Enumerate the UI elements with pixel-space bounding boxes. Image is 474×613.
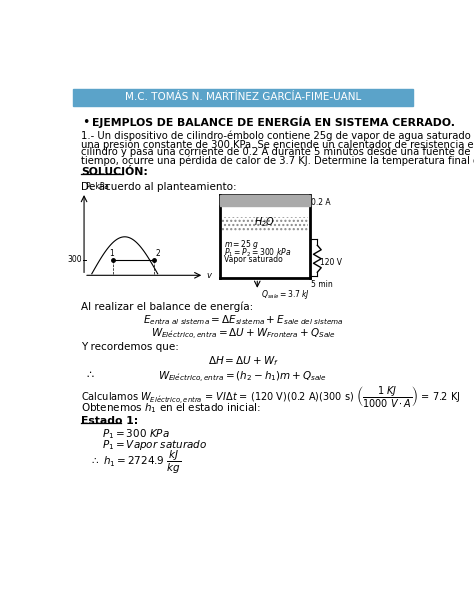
Text: De acuerdo al planteamiento:: De acuerdo al planteamiento:	[81, 182, 237, 192]
Text: $m = 25\ g$: $m = 25\ g$	[224, 238, 259, 251]
Bar	[73, 89, 413, 106]
Text: $P_1 = P_2 = 300\ kPa$: $P_1 = P_2 = 300\ kPa$	[224, 246, 291, 259]
Text: 0.2 A: 0.2 A	[311, 197, 331, 207]
Text: tiempo, ocurre una pérdida de calor de 3.7 KJ. Determine la temperatura final de: tiempo, ocurre una pérdida de calor de 3…	[81, 156, 474, 167]
Text: 5 min: 5 min	[311, 280, 333, 289]
Text: $Q_{sale} = 3.7\ kJ$: $Q_{sale} = 3.7\ kJ$	[261, 287, 310, 300]
Text: 300: 300	[67, 256, 82, 264]
Text: Y recordemos que:: Y recordemos que:	[81, 342, 179, 352]
Text: SOLUCIÓN:: SOLUCIÓN:	[81, 167, 148, 178]
Text: Calculamos $W_{El\acute{e}ctrico,entra}$ = $VI\Delta t$ = (120 V)(0.2 A)(300 s) : Calculamos $W_{El\acute{e}ctrico,entra}$…	[81, 386, 460, 411]
Text: 1.- Un dispositivo de cilindro-émbolo contiene 25g de vapor de agua saturado que: 1.- Un dispositivo de cilindro-émbolo co…	[81, 131, 474, 141]
Text: 2: 2	[155, 249, 160, 257]
Text: cilindro y pasa una corriente de 0.2 A durante 5 minutos desde una fuente de 120: cilindro y pasa una corriente de 0.2 A d…	[81, 148, 474, 158]
Text: $H_2O$: $H_2O$	[255, 215, 276, 229]
Text: $E_{entra\ al\ sistema} = \Delta E_{sistema} + E_{sale\ del\ sistema}$: $E_{entra\ al\ sistema} = \Delta E_{sist…	[143, 313, 343, 327]
Text: $W_{El\acute{e}ctrico,entra} = (h_2 - h_1)m + Q_{sale}$: $W_{El\acute{e}ctrico,entra} = (h_2 - h_…	[158, 370, 328, 385]
Text: $\Delta H = \Delta U + W_f$: $\Delta H = \Delta U + W_f$	[208, 354, 278, 368]
Text: Estado 1:: Estado 1:	[81, 416, 138, 426]
Text: ∴: ∴	[86, 370, 93, 380]
Text: P, kPa: P, kPa	[86, 181, 109, 191]
Text: $P_1 = 300\ KPa$: $P_1 = 300\ KPa$	[102, 427, 170, 441]
Text: $W_{El\acute{e}ctrico,entra} = \Delta U + W_{Frontera} + Q_{Sale}$: $W_{El\acute{e}ctrico,entra} = \Delta U …	[151, 327, 335, 342]
Text: EJEMPLOS DE BALANCE DE ENERGÍA EN SISTEMA CERRADO.: EJEMPLOS DE BALANCE DE ENERGÍA EN SISTEM…	[92, 116, 455, 128]
Text: •: •	[82, 116, 90, 129]
Text: Obtenemos $h_1$ en el estado inicial:: Obtenemos $h_1$ en el estado inicial:	[81, 402, 261, 416]
Bar	[220, 195, 310, 206]
Text: 1: 1	[109, 249, 114, 257]
Text: una presión constante de 300 KPa. Se enciende un calentador de resistencia eléct: una presión constante de 300 KPa. Se enc…	[81, 139, 474, 150]
Text: Vapor saturado: Vapor saturado	[224, 255, 283, 264]
Text: $\therefore\ h_1 = 2724.9\ \dfrac{kJ}{kg}$: $\therefore\ h_1 = 2724.9\ \dfrac{kJ}{kg…	[89, 449, 181, 476]
Text: $P_1 = Vapor\ saturado$: $P_1 = Vapor\ saturado$	[102, 438, 207, 452]
Text: v: v	[207, 271, 211, 280]
Bar	[222, 217, 308, 230]
Text: Al realizar el balance de energía:: Al realizar el balance de energía:	[81, 302, 253, 312]
Text: 120 V: 120 V	[320, 258, 342, 267]
Text: M.C. TOMÁS N. MARTÍNEZ GARCÍA-FIME-UANL: M.C. TOMÁS N. MARTÍNEZ GARCÍA-FIME-UANL	[125, 93, 361, 102]
